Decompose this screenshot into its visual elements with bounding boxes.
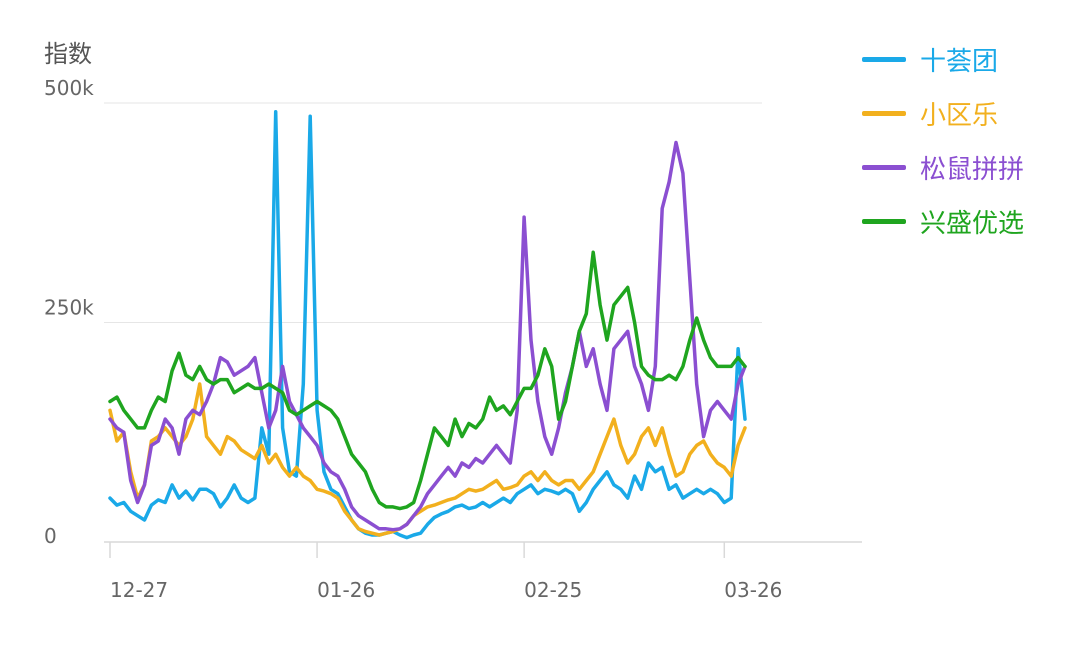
legend-item[interactable]: 兴盛优选 xyxy=(862,194,1024,248)
y-tick-label: 0 xyxy=(44,524,57,548)
legend-label: 小区乐 xyxy=(920,100,999,131)
x-tick-label: 01-26 xyxy=(317,578,375,602)
legend-label: 十荟团 xyxy=(920,46,999,77)
series-line-3 xyxy=(108,250,747,511)
x-tick-label: 12-27 xyxy=(110,578,168,602)
y-axis-ticks: 0 250k 500k xyxy=(44,76,94,548)
y-tick-label: 250k xyxy=(44,296,94,320)
legend-label: 兴盛优选 xyxy=(920,208,1025,239)
legend-item[interactable]: 松鼠拼拼 xyxy=(862,140,1024,194)
series-line-1 xyxy=(108,382,747,537)
series-lines xyxy=(108,110,747,540)
x-tick-label: 02-25 xyxy=(524,578,582,602)
y-axis-title: 指数 xyxy=(44,40,92,68)
legend-item[interactable]: 小区乐 xyxy=(862,86,1024,140)
legend: 十荟团小区乐松鼠拼拼兴盛优选 xyxy=(862,32,1024,248)
legend-label: 松鼠拼拼 xyxy=(920,154,1025,185)
series-line-2 xyxy=(108,140,747,532)
legend-swatch xyxy=(862,218,906,224)
y-tick-label: 500k xyxy=(44,76,94,100)
legend-swatch xyxy=(862,164,906,170)
legend-swatch xyxy=(862,110,906,116)
x-axis-ticks: 12-27 01-26 02-25 03-26 xyxy=(109,542,782,602)
x-tick-label: 03-26 xyxy=(724,578,782,602)
legend-swatch xyxy=(862,56,906,62)
series-line-0 xyxy=(108,110,747,540)
legend-item[interactable]: 十荟团 xyxy=(862,32,1024,86)
grid-lines xyxy=(104,102,862,543)
